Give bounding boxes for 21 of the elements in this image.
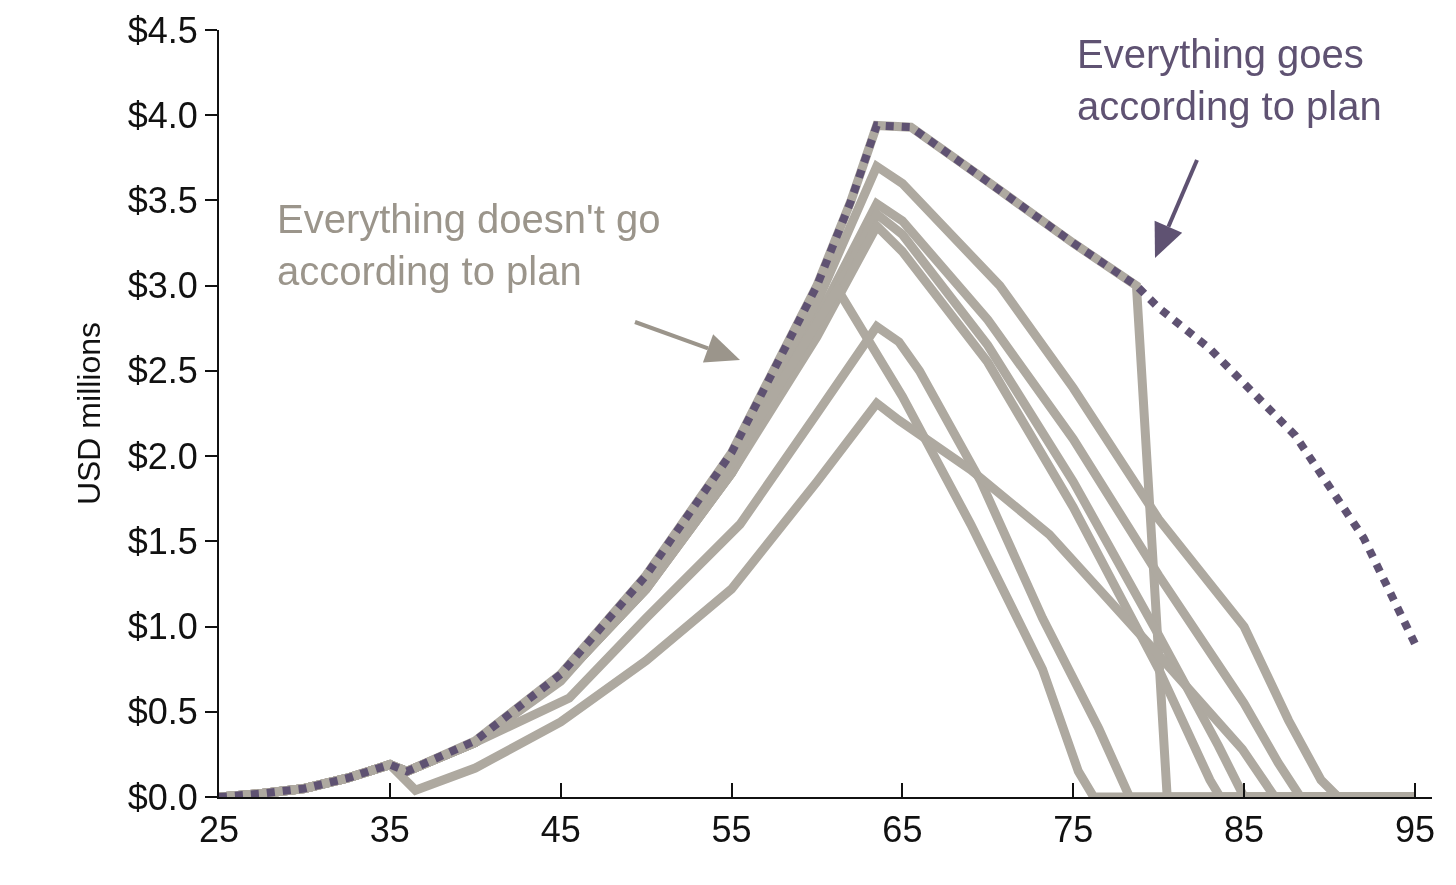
y-tick-label: $4.0 <box>127 94 198 136</box>
y-tick-label: $4.5 <box>127 9 198 51</box>
annotation: Everything goes according to plan <box>1077 32 1382 128</box>
x-tick-label: 35 <box>369 809 410 851</box>
x-tick-label: 25 <box>198 809 240 851</box>
y-tick-label: $2.0 <box>127 435 198 477</box>
annotation: Everything doesn't go according to plan <box>277 197 661 293</box>
y-tick-label: $0.5 <box>127 691 198 733</box>
y-tick-label: $2.5 <box>127 350 198 392</box>
x-tick-label: 95 <box>1394 809 1435 851</box>
x-tick-label: 45 <box>540 809 581 851</box>
y-axis-title: USD millions <box>70 321 107 506</box>
y-tick-label: $3.0 <box>127 265 198 307</box>
x-tick-label: 85 <box>1224 809 1265 851</box>
y-tick-label: $3.5 <box>127 180 198 222</box>
x-tick-label: 65 <box>882 809 923 851</box>
y-tick-label: $1.0 <box>127 606 198 648</box>
x-tick-label: 55 <box>711 809 752 851</box>
y-tick-label: $0.0 <box>127 776 198 818</box>
y-tick-label: $1.5 <box>127 520 198 562</box>
x-tick-label: 75 <box>1053 809 1094 851</box>
